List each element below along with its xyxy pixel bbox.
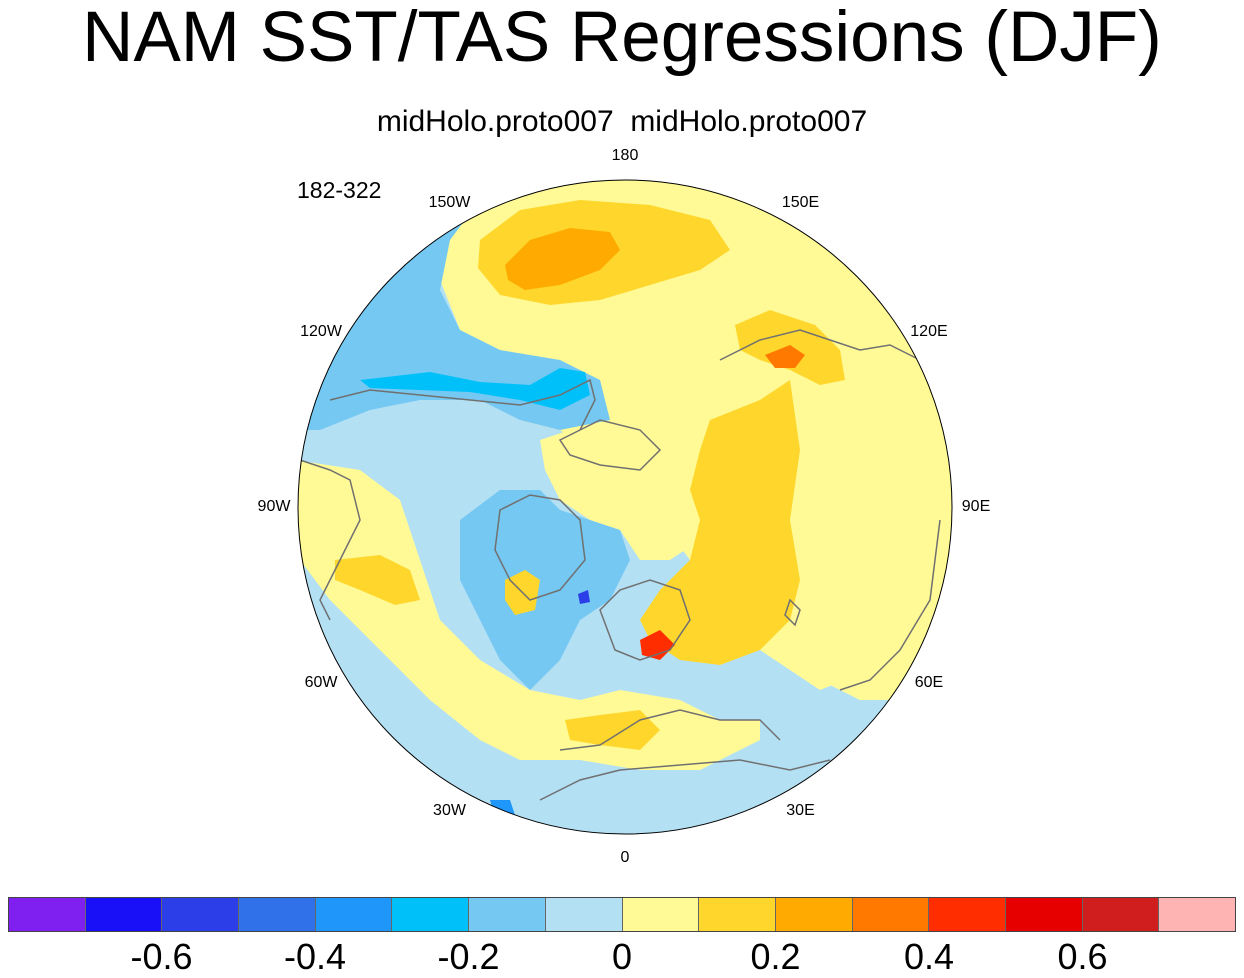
field-yellow-arctic — [540, 420, 720, 560]
colorbar-box — [9, 898, 86, 931]
coast-greenland — [494, 494, 586, 601]
coast-europe — [559, 709, 781, 751]
colorbar-box — [622, 898, 700, 931]
colorbar-box — [929, 898, 1006, 931]
longitude-label-lon-0: 0 — [620, 849, 630, 866]
field-orange-siberia — [765, 345, 805, 368]
coast-caspian — [784, 598, 801, 627]
field-gold-americas — [335, 555, 420, 605]
colorbar-box — [545, 898, 623, 931]
colorbar-box — [239, 898, 316, 931]
colorbar-box — [1082, 898, 1160, 931]
coast-scandinavia — [599, 579, 691, 661]
colorbar — [8, 897, 1236, 932]
colorbar-tick-label: -0.4 — [283, 936, 347, 977]
field-blue-northpacific — [300, 190, 610, 430]
coast-asia-east — [839, 519, 941, 691]
colorbar-box — [85, 898, 163, 931]
longitude-label-lon-150w: 150W — [428, 194, 471, 212]
longitude-label-lon-30e: 30E — [786, 801, 815, 819]
colorbar-tick-label: 0 — [611, 936, 633, 977]
colorbar-box — [162, 898, 240, 931]
longitude-label-lon-90w: 90W — [257, 498, 291, 515]
longitude-label-lon-150e: 150E — [781, 194, 820, 212]
longitude-label-lon-60w: 60W — [304, 673, 338, 691]
longitude-label-lon-120e: 120E — [910, 322, 948, 340]
colorbar-box — [1005, 898, 1083, 931]
field-blue-arctic-canada — [460, 490, 630, 690]
map-boundary — [297, 179, 953, 835]
figure-title: NAM SST/TAS Regressions (DJF) — [82, 0, 1162, 77]
longitude-label-lon-90e: 90E — [961, 498, 991, 515]
field-darkblue-patch — [578, 590, 590, 604]
coast-north-america — [299, 459, 361, 621]
field-orange-pacific — [505, 228, 620, 290]
field-yellow-atlantic-band — [298, 460, 760, 770]
coastlines — [299, 329, 941, 801]
colorbar-tick-label: -0.6 — [130, 936, 193, 977]
longitude-label-lon-60e: 60E — [914, 673, 944, 691]
longitude-label-lon-120w: 120W — [300, 322, 342, 340]
figure-subtitle: midHolo.proto007 midHolo.proto007 — [376, 105, 868, 138]
colorbar-tick-label: 0.4 — [903, 936, 955, 977]
map-field — [298, 180, 952, 834]
coast-alaska — [329, 378, 596, 431]
field-gold-eurasia — [640, 380, 800, 665]
colorbar-tick-label: -0.2 — [437, 936, 500, 977]
field-cyan-alaska — [360, 368, 590, 410]
colorbar-box — [775, 898, 853, 931]
coast-arctic-islands — [558, 419, 662, 471]
colorbar-box — [1159, 898, 1235, 931]
field-yellow-southeast — [780, 560, 940, 700]
colorbar-box — [699, 898, 776, 931]
colorbar-box — [392, 898, 470, 931]
coast-siberia — [719, 329, 941, 401]
colorbar-box — [469, 898, 546, 931]
longitude-label-lon-30w: 30W — [433, 801, 466, 819]
longitude-label-lon-180: 180 — [611, 147, 639, 164]
colorbar-tick-label: 0.2 — [750, 936, 801, 977]
coast-africa-north — [539, 759, 831, 801]
colorbar-box — [852, 898, 930, 931]
time-range-label: 182-322 — [297, 177, 382, 203]
colorbar-tick-label: 0.6 — [1057, 936, 1108, 977]
field-gold-europe — [565, 710, 660, 750]
colorbar-box — [315, 898, 393, 931]
field-red-baltic — [640, 630, 675, 660]
